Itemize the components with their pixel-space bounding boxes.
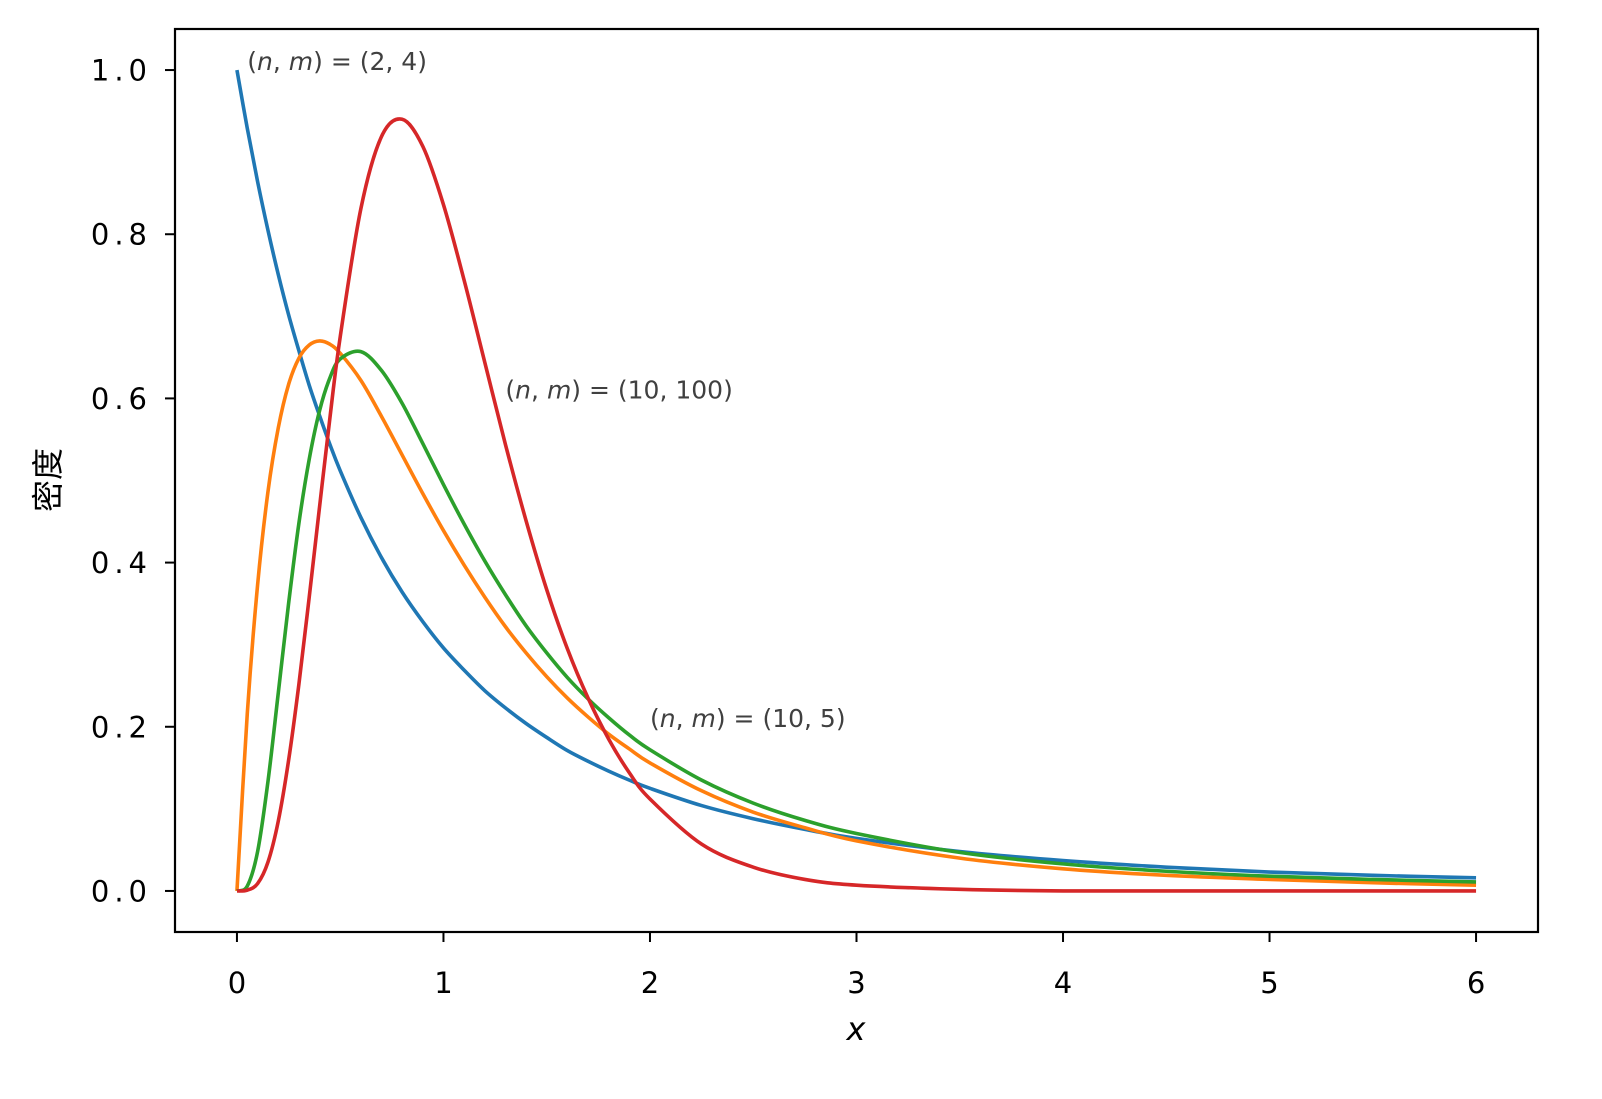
- math-variable: n: [257, 47, 273, 76]
- y-axis-label: 密度: [29, 448, 67, 512]
- x-tick-label: 4: [1054, 966, 1072, 1000]
- annotation-label: (n, m) = (10, 100): [505, 375, 732, 404]
- y-tick-label: 0.6: [91, 382, 152, 416]
- x-axis-ticks: 0 1 2 3 4 5 6: [228, 932, 1485, 1000]
- series-line-2: [235, 339, 1477, 892]
- x-axis-label: x: [846, 1010, 867, 1048]
- y-axis-ticks: 0.0 0.2 0.4 0.6 0.8 1.0: [91, 54, 175, 908]
- series-group: [235, 69, 1477, 893]
- x-tick-label: 6: [1467, 966, 1485, 1000]
- x-tick-label: 3: [847, 966, 865, 1000]
- annotation-label: (n, m) = (10, 5): [650, 704, 846, 733]
- annotation-group: (n, m) = (2, 4) (n, m) = (10, 100) (n, m) …: [247, 47, 845, 733]
- series-line-4: [236, 117, 1477, 893]
- x-tick-label: 0: [228, 966, 246, 1000]
- annotation-label: (n, m) = (2, 4): [247, 47, 427, 76]
- x-tick-label: 5: [1260, 966, 1278, 1000]
- math-variable: m: [547, 375, 571, 404]
- math-variable: n: [660, 704, 676, 733]
- y-tick-label: 0.8: [91, 218, 152, 252]
- math-variable: m: [692, 704, 716, 733]
- math-variable: m: [289, 47, 313, 76]
- y-tick-label: 1.0: [91, 54, 152, 88]
- y-tick-label: 0.4: [91, 546, 152, 580]
- y-tick-label: 0.0: [91, 874, 152, 908]
- x-tick-label: 2: [641, 966, 659, 1000]
- math-variable: n: [515, 375, 531, 404]
- series-line-3: [236, 349, 1477, 893]
- y-tick-label: 0.2: [91, 710, 152, 744]
- x-tick-label: 1: [434, 966, 452, 1000]
